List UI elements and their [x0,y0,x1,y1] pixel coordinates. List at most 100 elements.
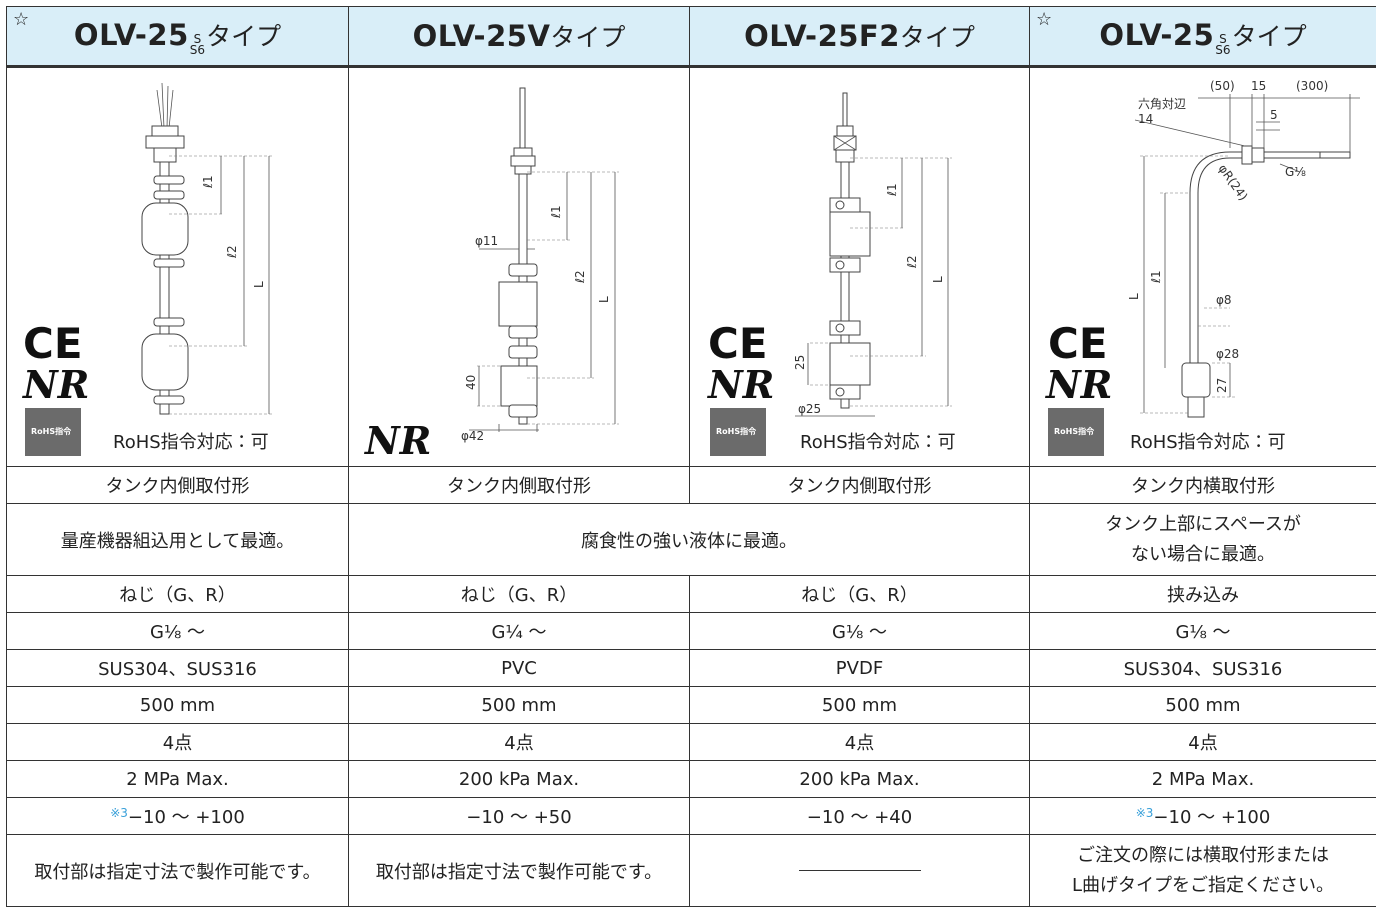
float-switch [829,92,871,409]
value: −10 ～ +100 [1153,807,1271,828]
mount-row: タンク内側取付形 タンク内側取付形 タンク内側取付形 タンク内横取付形 [6,466,1376,504]
nr-logo: NR [707,362,774,407]
dimension-label: (300) [1296,79,1328,93]
cell: 4点 [348,723,690,761]
cell: ※3−10 ～ +100 [1029,797,1376,835]
cell: SUS304、SUS316 [6,649,349,687]
figure-cell: (50) 15 (300) 六角対辺 14 5 G⅛ φR(24) ℓ1 L φ… [1029,66,1376,467]
none-dash [798,870,921,871]
cell: −10 ～ +40 [689,797,1030,835]
cell: 4点 [689,723,1030,761]
header-cell: ☆ OLV-25 S S6 タイプ [6,6,349,68]
figure-cell: φ11 ℓ1 ℓ2 L 40 φ42 NR [348,66,690,467]
dimension-label: 27 [1215,378,1229,393]
dimension-label: ℓ2 [225,245,239,259]
cell: 量産機器組込用として最適。 [6,503,349,576]
dimension-label: L [931,276,945,283]
drawing: φ11 ℓ1 ℓ2 L 40 φ42 NR [364,87,619,463]
cell: G⅛ ～ [1029,612,1376,650]
dimension-label: 六角対辺 [1138,97,1186,111]
cell: 腐食性の強い液体に最適。 [348,503,1030,576]
dimensions: ℓ1 ℓ2 L [169,155,272,415]
value: −10 ～ +100 [127,807,245,828]
cell: タンク内側取付形 [348,466,690,504]
cell: PVDF [689,649,1030,687]
ce-logo: CE [23,319,83,368]
cell: タンク内横取付形 [1029,466,1376,504]
cell: PVC [348,649,690,687]
cell: 2 MPa Max. [1029,760,1376,798]
line: L曲げタイプをご指定ください。 [1071,874,1335,896]
dimension-label: ℓ2 [573,270,587,284]
ce-logo: CE [1048,319,1108,368]
dimension-label: φR(24) [1216,162,1251,204]
cell: 200 kPa Max. [689,760,1030,798]
rohs-badge-text: RoHS指令 [716,426,756,436]
dimensions: ℓ1 ℓ2 L 25 φ25 [793,157,952,417]
dimension-label: L [597,296,611,303]
cell: −10 ～ +50 [348,797,690,835]
cell: ねじ（G、R） [689,575,1030,613]
cell: ねじ（G、R） [6,575,349,613]
rohs-badge [710,408,766,456]
cell: 2 MPa Max. [6,760,349,798]
remarks-row: 取付部は指定寸法で製作可能です。 取付部は指定寸法で製作可能です。 ご注文の際に… [6,834,1376,907]
connection-row: ねじ（G、R） ねじ（G、R） ねじ（G、R） 挟み込み [6,575,1376,613]
drawing: ℓ1 ℓ2 L 25 φ25 CE NR RoHS指令 RoHS指令対応：可 [707,92,956,456]
header-cell: ☆ OLV-25 S S6 タイプ [1029,6,1376,68]
line: ご注文の際には横取付形または [1077,844,1329,866]
model: OLV-25 [73,17,189,52]
dimension-label: φ25 [798,402,821,416]
use-row: 量産機器組込用として最適。 腐食性の強い液体に最適。 タンク上部にスペースが ない… [6,503,1376,576]
star: ☆ [13,9,30,30]
dimension-label: 25 [793,355,807,370]
float-switch [1181,145,1351,418]
cell [689,834,1030,907]
model: OLV-25F2 [744,19,900,53]
suffix: タイプ [550,23,626,52]
figure-cell: ℓ1 ℓ2 L CE NR RoHS指令 RoHS指令対応：可 [6,66,349,467]
dimension-label: L [1127,293,1141,300]
dimension-label: φ42 [461,429,484,443]
cell: 500 mm [689,686,1030,724]
cell: ご注文の際には横取付形または L曲げタイプをご指定ください。 [1029,834,1376,907]
cell: 200 kPa Max. [348,760,690,798]
dimension-label: G⅛ [1285,165,1306,179]
figure-cell: ℓ1 ℓ2 L 25 φ25 CE NR RoHS指令 RoHS指令対応：可 [689,66,1030,467]
dimension-label: 40 [464,375,478,390]
cell: 取付部は指定寸法で製作可能です。 [348,834,690,907]
dimension-label: (50) [1210,79,1235,93]
points-row: 4点 4点 4点 4点 [6,723,1376,761]
float-switch [498,87,538,425]
nr-logo: NR [22,362,89,407]
cell: G⅛ ～ [6,612,349,650]
cell: 取付部は指定寸法で製作可能です。 [6,834,349,907]
dimension-label: 14 [1138,112,1153,126]
drawing: (50) 15 (300) 六角対辺 14 5 G⅛ φR(24) ℓ1 L φ… [1045,79,1360,456]
cell: タンク内側取付形 [689,466,1030,504]
pressure-row: 2 MPa Max. 200 kPa Max. 200 kPa Max. 2 MPa … [6,760,1376,798]
cell: タンク上部にスペースが ない場合に最適。 [1029,503,1376,576]
rohs-note: RoHS指令対応：可 [113,432,269,453]
dimension-label: φ28 [1216,347,1239,361]
spec-table: ☆ OLV-25 S S6 タイプ OLV-25Vタイプ OLV-25F2タイプ ☆ OL… [6,6,1376,907]
dimension-label: 5 [1270,108,1278,122]
rohs-badge [25,408,81,456]
rohs-badge [1048,408,1104,456]
star: ☆ [1036,9,1053,30]
nr-logo: NR [1045,362,1112,407]
variant-top: S [1219,31,1227,46]
cell: ※3−10 ～ +100 [6,797,349,835]
variant-top: S [193,31,202,46]
cell: ねじ（G、R） [348,575,690,613]
suffix: タイプ [206,21,282,51]
figure-row: ℓ1 ℓ2 L CE NR RoHS指令 RoHS指令対応：可 φ11 ℓ1 ℓ… [6,66,1376,467]
suffix: タイプ [899,23,975,52]
dimension-label: 15 [1251,79,1266,93]
dimension-label: ℓ1 [885,183,899,197]
line: ない場合に最適。 [1131,543,1275,565]
cell: 4点 [1029,723,1376,761]
variant-bottom: S6 [189,42,206,57]
dimension-label: ℓ1 [549,205,563,219]
